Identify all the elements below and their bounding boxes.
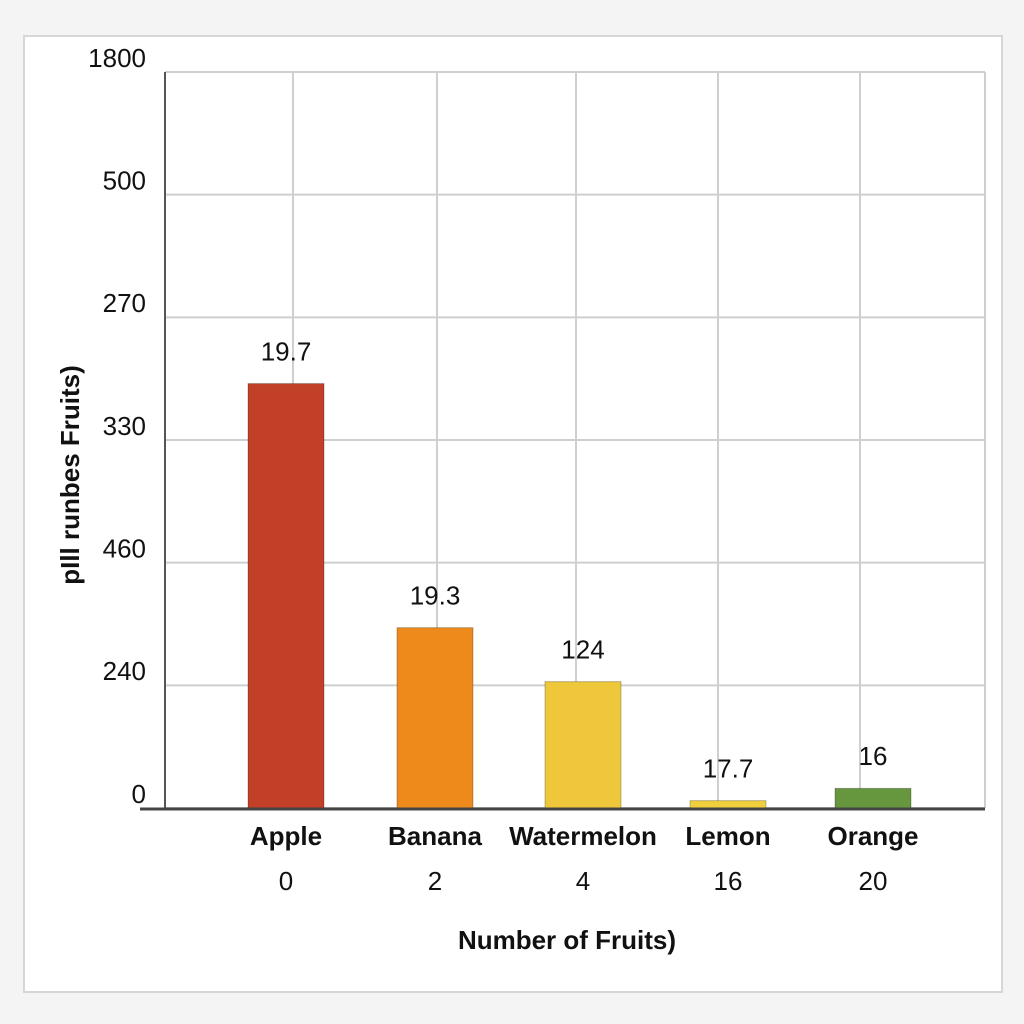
value-label: 17.7 <box>703 754 754 784</box>
y-tick-label: 1800 <box>88 43 146 73</box>
x-code-label: 16 <box>714 866 743 896</box>
bar <box>396 627 474 809</box>
x-code-label: 20 <box>859 866 888 896</box>
bar <box>689 800 767 809</box>
y-tick-label: 240 <box>103 656 146 686</box>
x-tick-label: Banana <box>388 821 482 851</box>
x-tick-label: Watermelon <box>509 821 657 851</box>
x-tick-label: Apple <box>250 821 322 851</box>
bar <box>544 681 622 809</box>
y-axis-title: pIll runbes Fruits) <box>55 365 85 585</box>
value-label: 19.3 <box>410 581 461 611</box>
x-code-label: 2 <box>428 866 442 896</box>
y-tick-label: 0 <box>132 779 146 809</box>
value-label: 19.7 <box>261 336 312 366</box>
bar <box>834 787 912 809</box>
bar <box>247 383 325 809</box>
x-axis-title: Number of Fruits) <box>458 925 676 955</box>
y-tick-label: 500 <box>103 166 146 196</box>
y-tick-label: 270 <box>103 288 146 318</box>
x-tick-label: Orange <box>827 821 918 851</box>
x-code-label: 0 <box>279 866 293 896</box>
x-code-label: 4 <box>576 866 590 896</box>
y-tick-label: 460 <box>103 534 146 564</box>
x-tick-label: Lemon <box>685 821 770 851</box>
value-label: 124 <box>561 635 604 665</box>
y-tick-label: 330 <box>103 411 146 441</box>
value-label: 16 <box>859 741 888 771</box>
